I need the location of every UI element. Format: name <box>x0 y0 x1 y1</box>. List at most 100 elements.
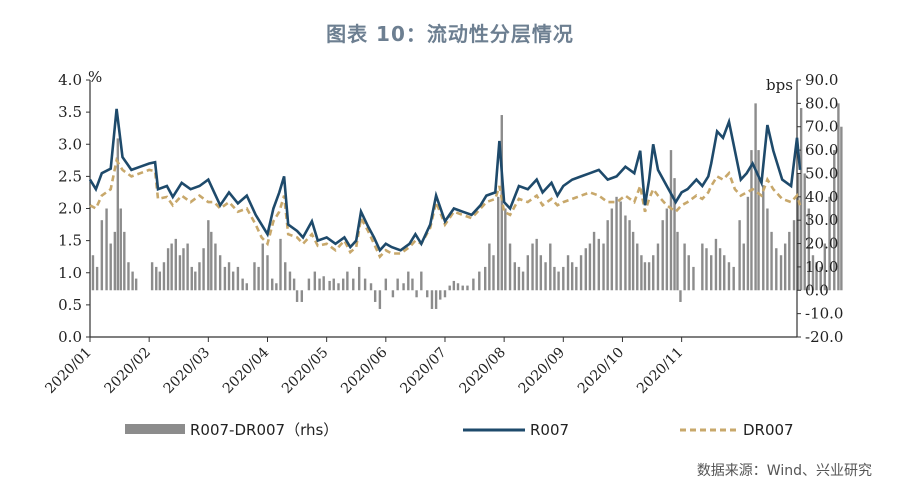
spread-bar <box>643 262 647 291</box>
legend-label-dr007: DR007 <box>743 421 794 439</box>
spread-bar <box>619 201 622 291</box>
spread-bar <box>615 196 618 291</box>
x-tick-label: 2020/11 <box>634 345 686 397</box>
spread-bar <box>452 280 456 291</box>
x-tick-label: 2020/08 <box>457 345 509 397</box>
spread-bar <box>116 138 120 291</box>
spread-bar <box>488 243 491 291</box>
spread-bar <box>597 238 601 291</box>
spread-bar <box>833 150 836 291</box>
spread-bar <box>253 262 256 291</box>
spread-bar <box>606 220 609 291</box>
spread-bar <box>170 243 173 291</box>
chart-title: 图表 10：流动性分层情况 <box>326 22 574 46</box>
spread-bar <box>284 262 287 291</box>
spread-bar <box>127 262 130 291</box>
spread-bar <box>131 271 134 291</box>
legend-swatch-spread <box>125 424 185 434</box>
spread-bar <box>478 271 481 291</box>
spread-bar <box>391 290 395 298</box>
right-tick-label: 40.0 <box>805 188 838 206</box>
spread-bar <box>796 173 800 291</box>
spread-bar <box>411 278 414 291</box>
spread-bar <box>396 278 399 291</box>
spread-bar <box>279 238 282 291</box>
spread-bar <box>683 243 686 291</box>
spread-bars <box>91 103 843 309</box>
spread-bar <box>531 243 534 291</box>
spread-bar <box>288 271 292 291</box>
spread-bar <box>415 290 418 298</box>
spread-bar <box>466 285 469 291</box>
spread-bar <box>669 150 673 291</box>
right-tick-label: -10.0 <box>805 305 843 323</box>
spread-bar <box>640 255 643 291</box>
spread-bar <box>754 103 757 291</box>
spread-bar <box>214 243 217 291</box>
right-tick-label: 60.0 <box>805 141 838 159</box>
spread-bar <box>430 290 434 309</box>
spread-bar <box>840 126 843 291</box>
spread-bar <box>113 231 117 291</box>
spread-bar <box>584 248 587 291</box>
spread-bar <box>828 196 831 291</box>
spread-bar <box>322 276 325 291</box>
spread-bar <box>266 255 269 291</box>
spread-bar <box>261 243 264 291</box>
spread-bar <box>679 290 682 302</box>
spread-bar <box>750 150 753 291</box>
spread-bar <box>562 266 565 291</box>
legend-label-spread: R007-DR007（rhs） <box>190 421 338 439</box>
left-tick-label: 3.5 <box>58 103 82 121</box>
left-tick-label: 2.0 <box>58 200 82 218</box>
spread-bar <box>762 185 765 291</box>
x-tick-label: 2020/02 <box>102 345 154 397</box>
spread-bar <box>218 255 222 291</box>
spread-bar <box>363 278 367 291</box>
spread-bar <box>484 266 487 291</box>
spread-bar <box>105 208 108 291</box>
spread-bar <box>162 262 166 291</box>
spread-bar <box>166 248 170 291</box>
left-tick-label: 0.0 <box>58 328 82 346</box>
spread-bar <box>472 278 475 291</box>
right-tick-label: 50.0 <box>805 164 838 182</box>
legend-label-r007: R007 <box>530 421 569 439</box>
right-tick-label: 30.0 <box>805 211 838 229</box>
spread-bar <box>770 231 773 291</box>
spread-bar <box>526 255 530 291</box>
spread-bar <box>508 243 512 291</box>
spread-bar <box>673 178 676 291</box>
spread-bar <box>624 215 627 291</box>
spread-bar <box>109 243 112 291</box>
spread-bar <box>210 231 213 291</box>
spread-bar <box>307 278 311 291</box>
spread-bar <box>497 196 500 291</box>
spread-bar <box>150 262 154 291</box>
spread-bar <box>807 208 811 291</box>
spread-bar <box>766 208 769 291</box>
right-tick-label: 90.0 <box>805 71 838 89</box>
spread-bar <box>803 173 806 291</box>
spread-bar <box>819 266 822 291</box>
spread-bar <box>811 255 815 291</box>
spread-bar <box>746 196 750 291</box>
spread-bar <box>402 283 405 291</box>
spread-bar <box>742 243 745 291</box>
spread-bar <box>271 278 274 291</box>
x-tick-label: 2020/04 <box>220 344 273 397</box>
spread-bar <box>549 243 552 291</box>
spread-bar <box>91 255 95 291</box>
right-unit-label: bps <box>766 76 793 94</box>
left-tick-label: 0.5 <box>58 296 82 314</box>
x-tick-label: 2020/05 <box>279 345 331 397</box>
x-tick-label: 2020/01 <box>42 345 94 397</box>
x-tick-label: 2020/09 <box>516 345 568 397</box>
spread-bar <box>687 255 690 291</box>
x-tick-label: 2020/10 <box>575 345 627 397</box>
spread-bar <box>588 243 592 291</box>
spread-bar <box>352 278 355 291</box>
spread-bar <box>513 262 516 291</box>
spread-bar <box>692 266 695 291</box>
spread-bar <box>566 255 570 291</box>
